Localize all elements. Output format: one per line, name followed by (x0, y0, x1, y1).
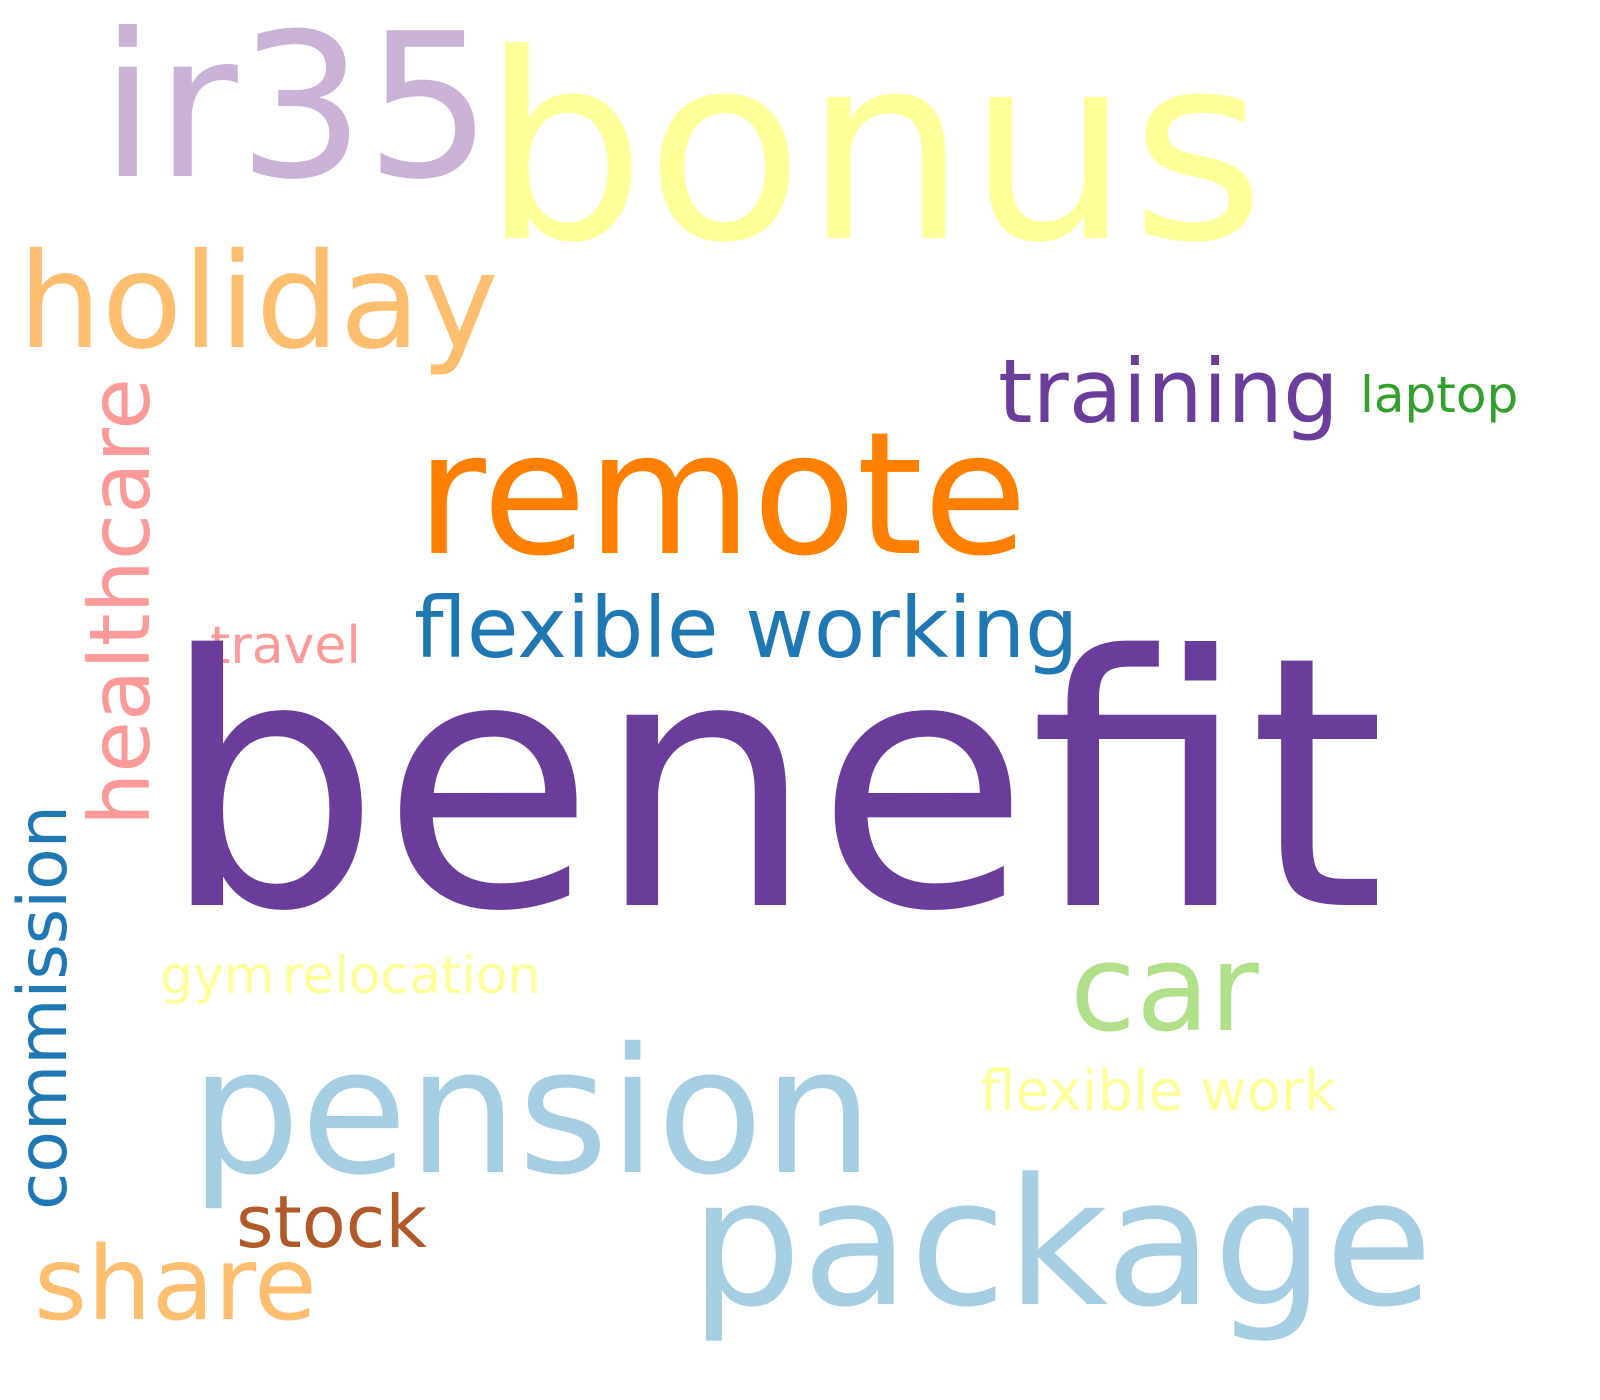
word-benefit: benefit (160, 583, 1386, 988)
word-package: package (690, 1141, 1434, 1346)
word-flexible-work: flexible work (980, 1059, 1337, 1124)
word-laptop: laptop (1360, 366, 1519, 424)
word-pension: pension (190, 1011, 874, 1214)
word-bonus: bonus (482, 0, 1266, 299)
word-training: training (998, 340, 1339, 443)
word-gym: gym (160, 946, 275, 1006)
word-holiday: holiday (18, 225, 499, 379)
word-relocation: relocation (282, 946, 541, 1006)
word-car: car (1070, 920, 1259, 1059)
word-share: share (34, 1225, 317, 1344)
word-healthcare: healthcare (71, 378, 169, 826)
word-flexible-working: flexible working (414, 579, 1079, 677)
word-commission: commission (4, 805, 83, 1210)
word-ir35: ir35 (100, 0, 493, 224)
word-remote: remote (416, 396, 1028, 594)
word-travel: travel (210, 616, 361, 676)
word-stock: stock (236, 1180, 428, 1264)
